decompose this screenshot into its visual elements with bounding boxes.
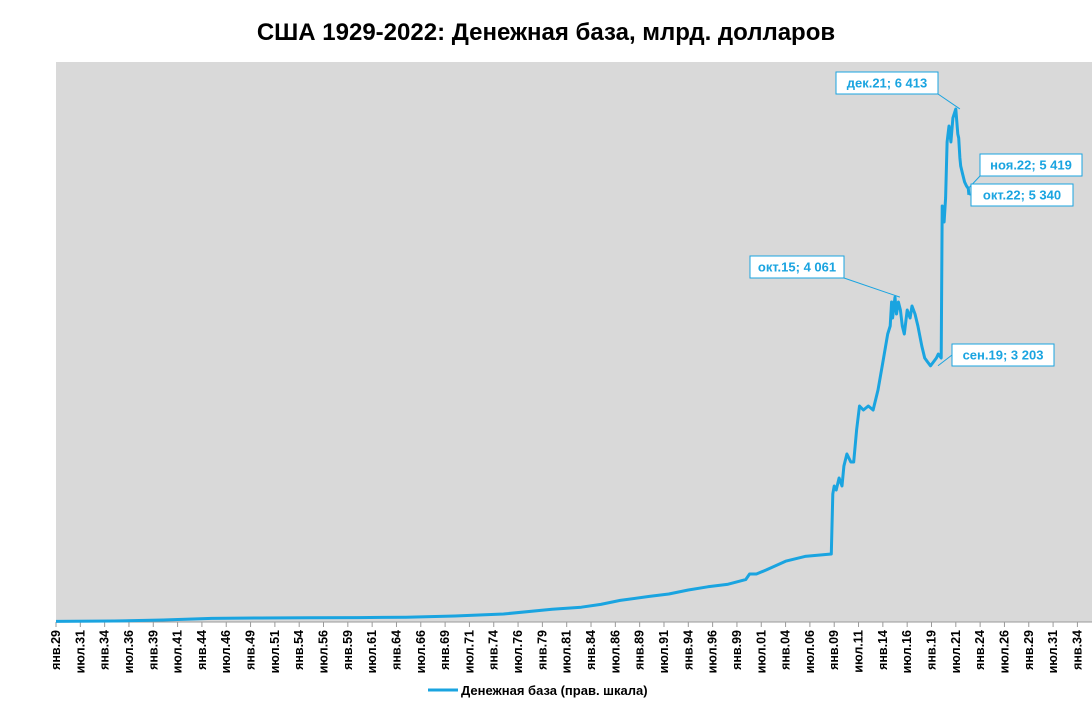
x-tick-label: июл.86: [608, 630, 622, 673]
x-tick-label: янв.64: [389, 630, 403, 670]
x-tick-label: июл.36: [122, 630, 136, 673]
annotation-leader-line: [937, 354, 953, 367]
x-tick-label: янв.89: [633, 630, 647, 670]
annotations: дек.21; 6 413 ноя.22; 5 419 окт.22; 5 340 о…: [749, 71, 1083, 367]
x-ticks: янв.29 июл.31 янв.34 июл.36 янв.39 июл.41 янв.…: [49, 622, 1084, 673]
x-tick-label: янв.09: [827, 630, 841, 670]
x-tick-label: июл.51: [268, 630, 282, 673]
annotation-label: окт.22; 5 340: [983, 188, 1061, 203]
x-tick-label: июл.46: [219, 630, 233, 673]
annotation-box: [979, 153, 1083, 177]
x-tick-label: июл.31: [73, 630, 87, 673]
annotation-leader-line: [967, 175, 981, 189]
x-tick-label: янв.94: [681, 630, 695, 670]
series-group: [55, 107, 971, 623]
x-tick-label: июл.56: [317, 630, 331, 673]
x-tick-label: июл.41: [171, 630, 185, 673]
x-tick-label: июл.01: [754, 630, 768, 673]
annotation-label: ноя.22; 5 419: [990, 158, 1072, 173]
x-tick-label: янв.24: [973, 630, 987, 670]
x-tick-label: янв.04: [779, 630, 793, 670]
x-tick-label: янв.19: [924, 630, 938, 670]
annotation-box: [835, 71, 939, 95]
x-tick-label: июл.61: [365, 630, 379, 673]
x-tick-label: янв.49: [244, 630, 258, 670]
series-line: [55, 107, 971, 623]
x-tick-label: июл.91: [657, 630, 671, 673]
annotation-leader-line: [937, 93, 961, 110]
x-tick-label: июл.71: [462, 630, 476, 673]
x-tick-label: янв.74: [487, 630, 501, 670]
x-tick-label: июл.76: [511, 630, 525, 673]
x-tick-label: янв.44: [195, 630, 209, 670]
annotation-box: [749, 255, 845, 279]
legend-label: Денежная база (прав. шкала): [461, 683, 648, 698]
annotation-label: дек.21; 6 413: [847, 76, 928, 91]
x-tick-label: июл.11: [852, 630, 866, 673]
x-tick-label: янв.99: [730, 630, 744, 670]
chart-title: США 1929-2022: Денежная база, млрд. долл…: [257, 19, 835, 46]
annotation-leader-line: [843, 277, 901, 298]
x-tick-label: янв.34: [1070, 630, 1084, 670]
x-tick-label: янв.34: [98, 630, 112, 670]
x-tick-label: янв.79: [535, 630, 549, 670]
x-tick-label: янв.69: [438, 630, 452, 670]
x-axis: янв.29 июл.31 янв.34 июл.36 янв.39 июл.41 янв.…: [49, 621, 1092, 673]
x-tick-label: июл.81: [560, 630, 574, 673]
x-tick-label: янв.54: [292, 630, 306, 670]
x-tick-label: июл.66: [414, 630, 428, 673]
x-tick-label: июл.21: [949, 630, 963, 673]
legend: Денежная база (прав. шкала): [428, 683, 648, 698]
x-tick-label: июл.26: [997, 630, 1011, 673]
x-tick-label: янв.59: [341, 630, 355, 670]
x-tick-label: янв.84: [584, 630, 598, 670]
x-tick-label: июл.31: [1046, 630, 1060, 673]
annotation-box: [951, 343, 1055, 367]
annotation-label: сен.19; 3 203: [963, 348, 1044, 363]
x-tick-label: июл.06: [803, 630, 817, 673]
x-tick-label: июл.16: [900, 630, 914, 673]
plot-area: [56, 62, 1092, 622]
annotation-box: [970, 183, 1074, 207]
x-tick-label: янв.29: [49, 630, 63, 670]
x-tick-label: янв.39: [146, 630, 160, 670]
annotation-label: окт.15; 4 061: [758, 260, 836, 275]
x-tick-label: янв.14: [876, 630, 890, 670]
x-tick-label: янв.29: [1022, 630, 1036, 670]
x-tick-label: июл.96: [706, 630, 720, 673]
